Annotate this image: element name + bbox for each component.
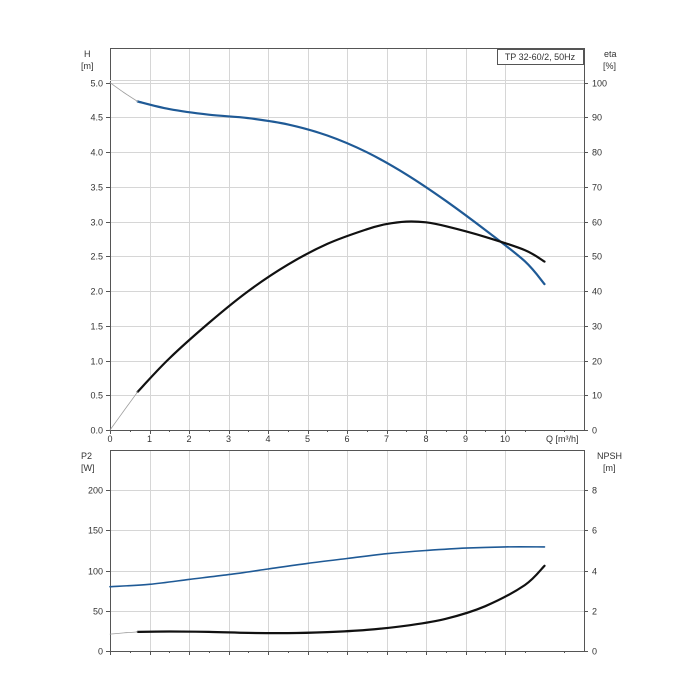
head-y-left-tick-label-1: 0.5 (90, 391, 103, 401)
power-y-left-tick-label-4: 200 (88, 486, 103, 496)
head-plot-grid (110, 48, 584, 430)
head-y-right-tick-label-0: 0 (592, 426, 597, 436)
head-y-left-tick-label-10: 5.0 (90, 79, 103, 89)
head-y-left-tick-label-8: 4.0 (90, 148, 103, 158)
head-y-right-tick-label-4: 40 (592, 287, 602, 297)
x-tick-label-6: 6 (344, 434, 349, 444)
power-y-right-tick-label-1: 2 (592, 607, 597, 617)
x-tick-label-2: 2 (186, 434, 191, 444)
x-tick-label-0: 0 (107, 434, 112, 444)
y-left-label-h: H (84, 49, 91, 59)
head-y-left-tick-label-4: 2.0 (90, 287, 103, 297)
x-tick-label-1: 1 (147, 434, 152, 444)
power-plot-grid (110, 450, 584, 651)
x-tick-label-3: 3 (226, 434, 231, 444)
head-series-line-0 (136, 100, 546, 286)
x-tick-label-8: 8 (423, 434, 428, 444)
y-left-label-h-unit: [m] (81, 61, 94, 71)
power-plot-ticks: 0 50 100 150 200 0 2 4 6 8 (88, 486, 597, 657)
power-series-line-2 (109, 631, 139, 635)
power-plot-series (109, 546, 546, 635)
y-right-label-eta-unit: [%] (603, 61, 616, 71)
chart-title: TP 32-60/2, 50Hz (505, 52, 576, 62)
head-y-left-tick-label-9: 4.5 (90, 113, 103, 123)
x-axis-label: Q [m³/h] (546, 434, 579, 444)
head-y-left-tick-label-0: 0.0 (90, 426, 103, 436)
head-y-right-tick-label-10: 100 (592, 79, 607, 89)
head-series-line-2 (136, 220, 546, 393)
x-tick-label-7: 7 (384, 434, 389, 444)
head-y-right-tick-label-6: 60 (592, 218, 602, 228)
head-y-left-tick-label-3: 1.5 (90, 322, 103, 332)
head-y-left-tick-label-7: 3.5 (90, 183, 103, 193)
y-left-label-p2: P2 (81, 451, 92, 461)
head-y-right-tick-label-5: 50 (592, 252, 602, 262)
power-y-left-tick-label-3: 150 (88, 526, 103, 536)
head-y-left-tick-label-5: 2.5 (90, 252, 103, 262)
head-plot-series (109, 82, 546, 431)
x-tick-label-5: 5 (305, 434, 310, 444)
head-y-left-tick-label-2: 1.0 (90, 357, 103, 367)
y-right-label-eta: eta (604, 49, 617, 59)
x-tick-label-9: 9 (463, 434, 468, 444)
head-series-line-3 (109, 391, 139, 431)
power-y-left-tick-label-1: 50 (93, 607, 103, 617)
head-y-left-tick-label-6: 3.0 (90, 218, 103, 228)
power-series-line-1 (136, 564, 546, 635)
power-y-right-tick-label-0: 0 (592, 647, 597, 657)
head-y-right-tick-label-3: 30 (592, 322, 602, 332)
y-left-label-p2-unit: [W] (81, 463, 95, 473)
head-y-right-tick-label-9: 90 (592, 113, 602, 123)
power-y-right-tick-label-2: 4 (592, 567, 597, 577)
head-y-right-tick-label-1: 10 (592, 391, 602, 401)
head-y-right-tick-label-8: 80 (592, 148, 602, 158)
head-series-line-1 (109, 82, 139, 102)
y-right-label-npsh: NPSH (597, 451, 622, 461)
power-y-left-tick-label-2: 100 (88, 567, 103, 577)
power-series-line-0 (109, 546, 546, 588)
power-y-right-tick-label-3: 6 (592, 526, 597, 536)
head-y-right-tick-label-7: 70 (592, 183, 602, 193)
power-y-left-tick-label-0: 0 (98, 647, 103, 657)
y-right-label-npsh-unit: [m] (603, 463, 616, 473)
head-plot-ticks: 0 1 2 3 4 5 6 7 8 9 10 0.0 0.5 1.0 1.5 2.0 2.5 3.0 3.5 4.0 4… (90, 79, 607, 445)
power-y-right-tick-label-4: 8 (592, 486, 597, 496)
head-plot-title-box: TP 32-60/2, 50Hz (497, 49, 584, 65)
x-tick-label-10: 10 (500, 434, 510, 444)
head-y-right-tick-label-2: 20 (592, 357, 602, 367)
x-tick-label-4: 4 (265, 434, 270, 444)
